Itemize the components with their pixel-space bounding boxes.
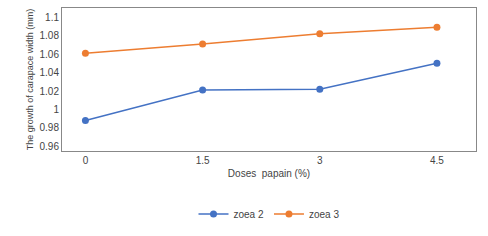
- svg-text:1.5: 1.5: [196, 155, 210, 166]
- svg-text:0: 0: [83, 155, 89, 166]
- svg-text:1.08: 1.08: [40, 30, 60, 41]
- svg-text:zoea 3: zoea 3: [309, 209, 339, 220]
- svg-text:1.1: 1.1: [45, 12, 59, 23]
- svg-text:4.5: 4.5: [430, 155, 444, 166]
- svg-text:Doses papain (%): Doses papain (%): [228, 168, 310, 179]
- svg-text:The growth of carapace width (: The growth of carapace width (mm): [25, 9, 35, 151]
- svg-text:3: 3: [317, 155, 323, 166]
- svg-text:zoea 2: zoea 2: [234, 209, 264, 220]
- svg-text:1.06: 1.06: [40, 49, 60, 60]
- svg-text:1.02: 1.02: [40, 86, 60, 97]
- svg-text:0.96: 0.96: [40, 141, 60, 152]
- svg-text:0.98: 0.98: [40, 122, 60, 133]
- svg-text:1: 1: [53, 104, 59, 115]
- svg-text:1.04: 1.04: [40, 67, 60, 78]
